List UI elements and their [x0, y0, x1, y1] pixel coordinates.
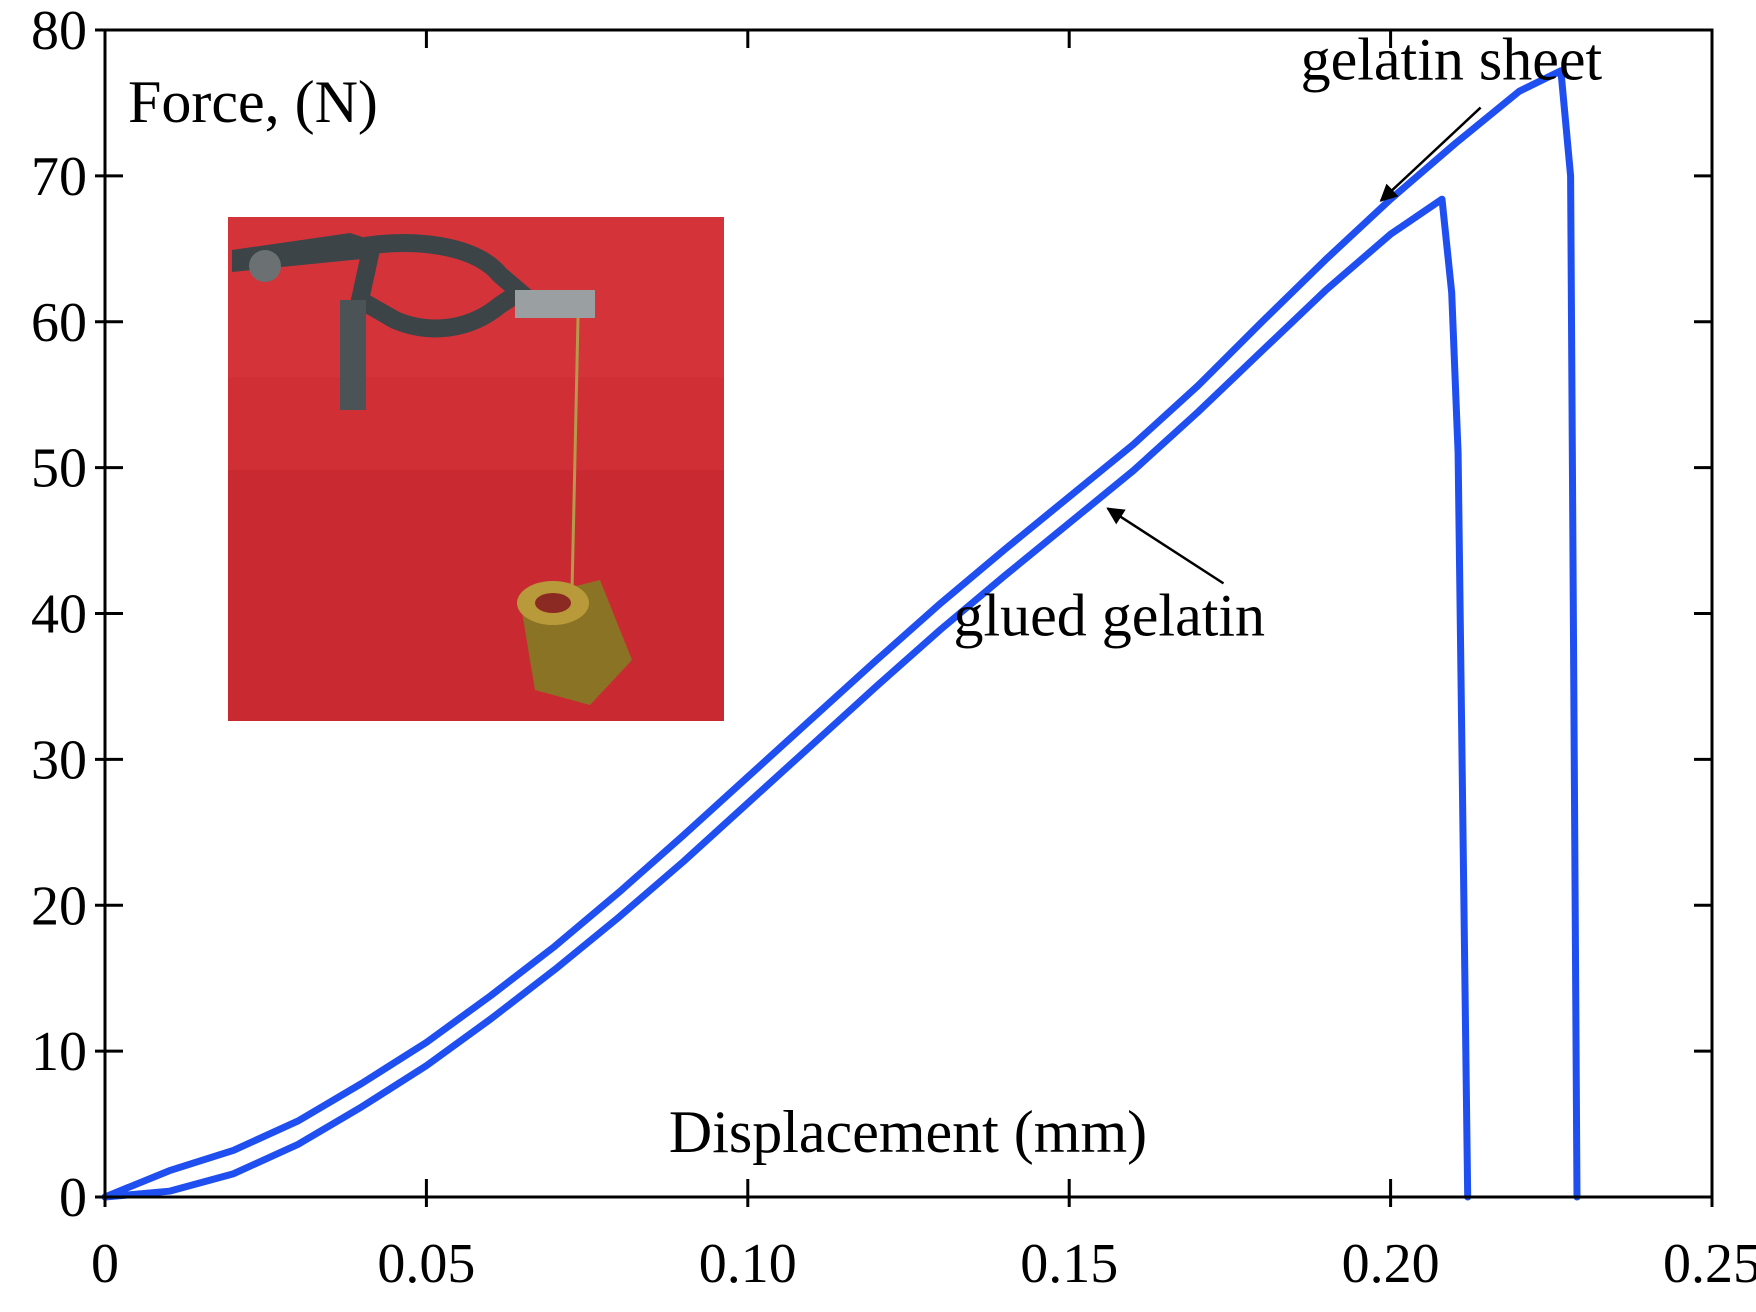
y-tick-label: 60	[31, 292, 87, 354]
series-group	[101, 67, 1581, 1201]
y-tick-label: 40	[31, 584, 87, 646]
clamp-pivot	[249, 250, 281, 282]
series-line-gelatin-sheet	[101, 67, 1581, 1201]
y-tick-label: 70	[31, 146, 87, 208]
y-tick-label: 10	[31, 1021, 87, 1083]
x-tick-label: 0.05	[377, 1233, 475, 1295]
x-tick-label: 0	[91, 1233, 119, 1295]
y-tick-label: 30	[31, 729, 87, 791]
y-tick-label: 20	[31, 875, 87, 937]
y-axis-title: Force, (N)	[128, 69, 378, 135]
y-tick-label: 80	[31, 0, 87, 62]
brass-weight-knob	[535, 593, 571, 613]
annotation-label: gelatin sheet	[1301, 27, 1603, 93]
series-line-glued-gelatin	[101, 195, 1472, 1201]
y-tick-label: 50	[31, 438, 87, 500]
annotations-group: gelatin sheet glued gelatin	[953, 27, 1602, 649]
gelatin-thread	[570, 317, 580, 591]
y-tick-label: 0	[59, 1167, 87, 1229]
x-tick-label: 0.15	[1020, 1233, 1118, 1295]
axes-group: 0 0.05 0.10 0.15 0.20 0.25 0 10 20 30 40 50 60 70 80	[31, 0, 1756, 1295]
clamp-tip	[515, 290, 595, 318]
clamp-loop	[349, 234, 536, 338]
annotation-arrow	[1379, 106, 1482, 202]
x-tick-label: 0.10	[699, 1233, 797, 1295]
annotation-arrow	[1106, 507, 1225, 585]
x-axis-title: Displacement (mm)	[669, 1099, 1147, 1165]
inset-photo-floor	[228, 470, 724, 721]
x-tick-label: 0.25	[1663, 1233, 1756, 1295]
annotation-label: glued gelatin	[953, 582, 1265, 648]
x-tick-label: 0.20	[1342, 1233, 1440, 1295]
photo-inset-icon	[228, 217, 724, 721]
clamp-stem	[340, 300, 366, 410]
